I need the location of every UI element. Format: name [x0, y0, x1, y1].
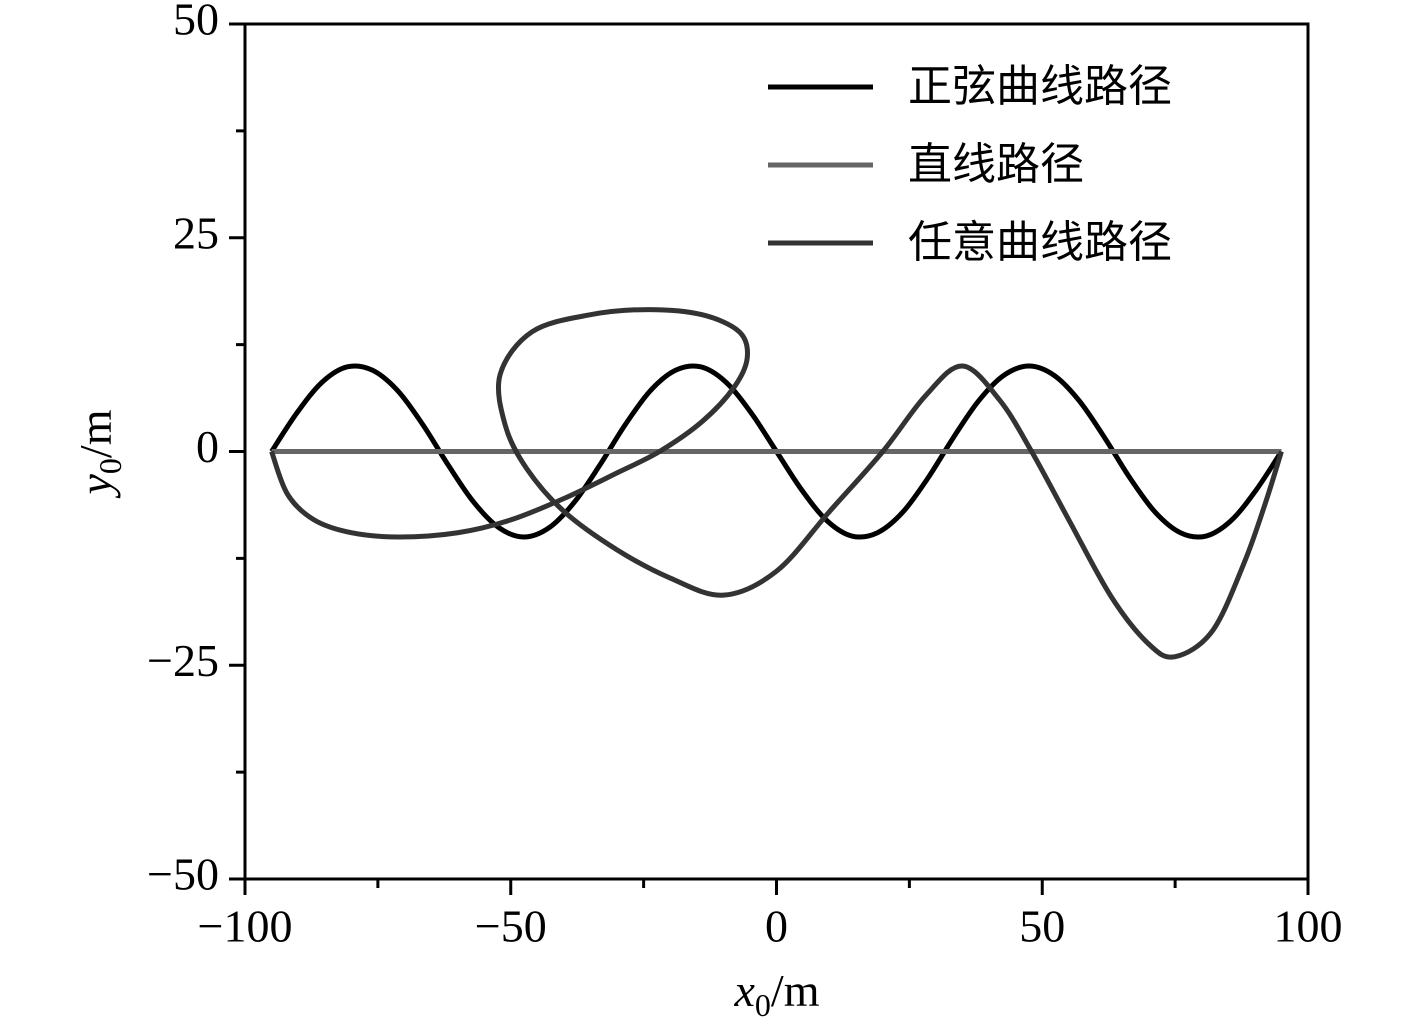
y-label-var: y — [70, 473, 121, 498]
y-label-unit: /m — [70, 409, 121, 458]
legend-label: 正弦曲线路径 — [908, 61, 1172, 112]
x-tick-label: 0 — [765, 901, 788, 952]
y-tick-label: 50 — [173, 0, 219, 45]
y-label-sub: 0 — [92, 458, 128, 474]
x-label-sub: 0 — [755, 987, 771, 1023]
x-tick-label: −100 — [198, 901, 293, 952]
x-label-unit: /m — [771, 965, 820, 1016]
y-tick-label: −25 — [147, 635, 219, 686]
legend-label: 直线路径 — [908, 139, 1084, 190]
x-tick-label: 100 — [1274, 901, 1343, 952]
y-tick-label: 25 — [173, 207, 219, 258]
legend-label: 任意曲线路径 — [908, 217, 1172, 268]
y-tick-label: −50 — [147, 849, 219, 900]
y-tick-label: 0 — [196, 421, 219, 472]
plot-frame — [243, 22, 1310, 881]
x-tick-label: 50 — [1019, 901, 1065, 952]
x-tick-label: −50 — [475, 901, 547, 952]
x-axis-label: x0/m — [734, 965, 820, 1024]
series-line — [269, 307, 1284, 660]
y-axis-label: y0/m — [70, 409, 129, 498]
x-label-var: x — [734, 965, 756, 1016]
